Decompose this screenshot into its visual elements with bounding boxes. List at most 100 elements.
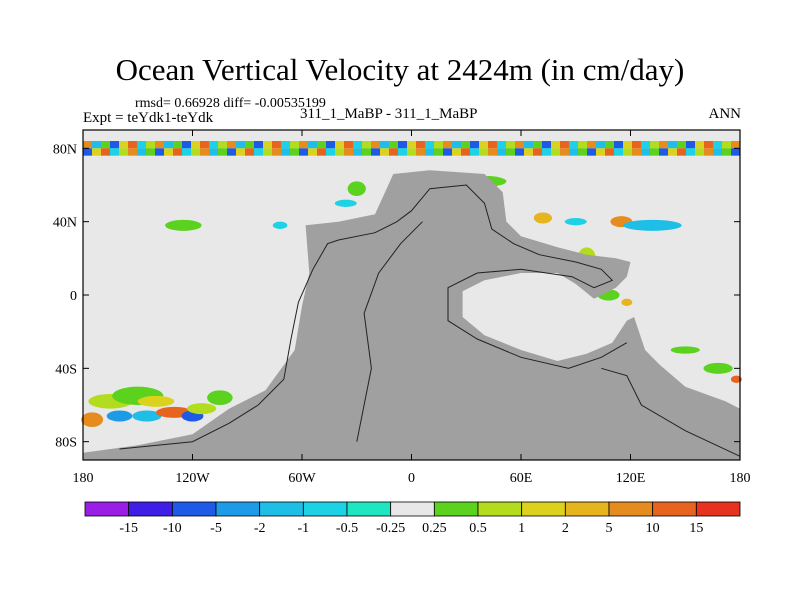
arctic-anomaly-cell (713, 148, 722, 156)
arctic-anomaly-cell (83, 148, 92, 156)
arctic-anomaly-cell (182, 141, 191, 149)
arctic-anomaly-cell (524, 148, 533, 156)
arctic-anomaly-cell (335, 141, 344, 149)
arctic-anomaly-cell (632, 141, 641, 149)
arctic-anomaly-cell (551, 141, 560, 149)
anomaly-blob (621, 298, 633, 307)
arctic-anomaly-cell (218, 148, 227, 156)
arctic-anomaly-cell (713, 141, 722, 149)
arctic-anomaly-cell (263, 141, 272, 149)
colorbar-label: -0.5 (336, 521, 358, 536)
colorbar-label: -1 (297, 521, 309, 536)
arctic-anomaly-cell (236, 148, 245, 156)
arctic-anomaly-cell (317, 141, 326, 149)
x-tick-label: 0 (408, 471, 415, 486)
arctic-anomaly-cell (668, 148, 677, 156)
arctic-anomaly-cell (119, 148, 128, 156)
arctic-anomaly-cell (335, 148, 344, 156)
arctic-anomaly-cell (578, 148, 587, 156)
arctic-anomaly-cell (416, 141, 425, 149)
arctic-anomaly-cell (542, 141, 551, 149)
arctic-anomaly-cell (155, 148, 164, 156)
colorbar-label: 5 (606, 521, 613, 536)
colorbar-swatch (608, 501, 654, 517)
colorbar-label: 0.5 (469, 521, 487, 536)
colorbar-swatch (433, 501, 479, 517)
arctic-anomaly-cell (425, 141, 434, 149)
anomaly-blob (165, 219, 202, 231)
anomaly-blob (106, 410, 133, 422)
arctic-anomaly-cell (128, 141, 137, 149)
arctic-anomaly-cell (533, 141, 542, 149)
arctic-anomaly-cell (470, 148, 479, 156)
arctic-anomaly-cell (416, 148, 425, 156)
arctic-anomaly-cell (596, 148, 605, 156)
colorbar-label: 1 (518, 521, 525, 536)
arctic-anomaly-cell (686, 141, 695, 149)
colorbar-label: 2 (562, 521, 569, 536)
case-subtitle: 311_1_MaBP - 311_1_MaBP (300, 106, 478, 122)
basin-contour (119, 239, 339, 450)
y-tick-label: 80N (53, 142, 77, 157)
arctic-anomaly-cell (524, 141, 533, 149)
arctic-anomaly-cell (254, 148, 263, 156)
arctic-anomaly-cell (218, 141, 227, 149)
arctic-anomaly-cell (101, 148, 110, 156)
arctic-anomaly-cell (722, 141, 731, 149)
arctic-anomaly-cell (344, 141, 353, 149)
arctic-anomaly-cell (272, 141, 281, 149)
colorbar-swatch (652, 501, 697, 517)
arctic-anomaly-cell (128, 148, 137, 156)
arctic-anomaly-cell (461, 141, 470, 149)
arctic-anomaly-cell (425, 148, 434, 156)
arctic-anomaly-cell (200, 148, 209, 156)
arctic-anomaly-cell (83, 141, 92, 149)
arctic-anomaly-cell (155, 141, 164, 149)
arctic-anomaly-cell (452, 148, 461, 156)
arctic-anomaly-cell (695, 141, 704, 149)
anomaly-blob (272, 221, 288, 229)
x-tick-label: 180 (73, 471, 94, 486)
arctic-anomaly-cell (614, 141, 623, 149)
arctic-anomaly-cell (506, 148, 515, 156)
arctic-anomaly-cell (146, 148, 155, 156)
arctic-anomaly-cell (173, 141, 182, 149)
arctic-anomaly-cell (632, 148, 641, 156)
anomaly-blob (533, 212, 553, 224)
arctic-anomaly-cell (299, 141, 308, 149)
arctic-anomaly-cell (443, 148, 452, 156)
arctic-anomaly-cell (191, 141, 200, 149)
arctic-anomaly-cell (515, 141, 524, 149)
colorbar-swatch (128, 501, 173, 517)
arctic-anomaly-cell (389, 141, 398, 149)
arctic-anomaly-cell (398, 148, 407, 156)
colorbar-label: 0.25 (422, 521, 447, 536)
arctic-anomaly-cell (119, 141, 128, 149)
land-mass (83, 170, 740, 461)
arctic-anomaly-cell (533, 148, 542, 156)
y-tick-label: 0 (70, 289, 77, 304)
arctic-anomaly-cell (164, 141, 173, 149)
colorbar-swatch (302, 501, 348, 517)
arctic-anomaly-cell (371, 148, 380, 156)
arctic-anomaly-cell (398, 141, 407, 149)
colorbar-label: -0.25 (376, 521, 405, 536)
arctic-anomaly-cell (200, 141, 209, 149)
y-tick-label: 40S (55, 362, 77, 377)
arctic-anomaly-cell (659, 148, 668, 156)
arctic-anomaly-cell (497, 148, 506, 156)
experiment-label: Expt = teYdk1-teYdk (83, 110, 214, 126)
arctic-anomaly-cell (281, 141, 290, 149)
arctic-anomaly-cell (596, 141, 605, 149)
anomaly-blob (703, 362, 733, 374)
arctic-anomaly-cell (650, 148, 659, 156)
arctic-anomaly-cell (308, 141, 317, 149)
arctic-anomaly-cell (623, 141, 632, 149)
arctic-anomaly-cell (92, 141, 101, 149)
arctic-anomaly-cell (614, 148, 623, 156)
arctic-anomaly-cell (515, 148, 524, 156)
arctic-anomaly-cell (101, 141, 110, 149)
arctic-anomaly-cell (479, 148, 488, 156)
colorbar-swatch (564, 501, 610, 517)
